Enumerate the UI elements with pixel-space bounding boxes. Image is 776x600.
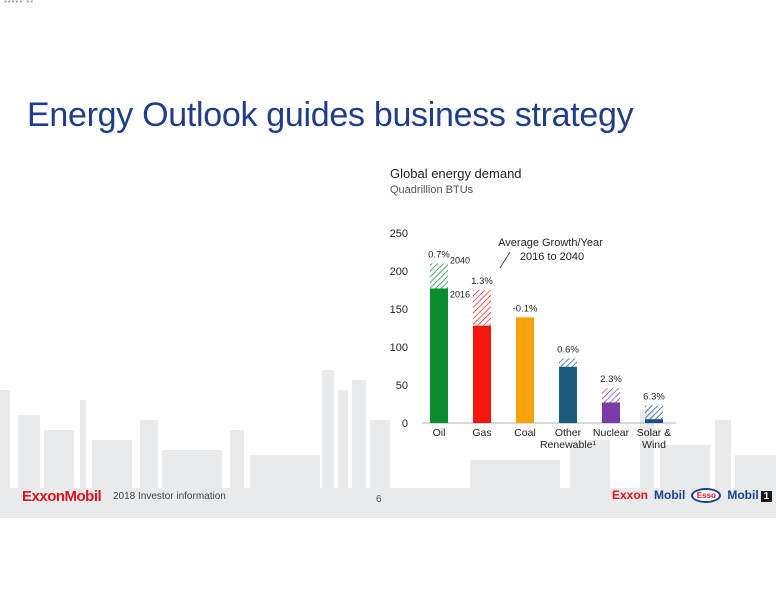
bar-2016-4	[602, 402, 620, 423]
mobil-logo: Mobil	[654, 488, 686, 502]
bars	[430, 263, 663, 423]
page-number: 6	[376, 494, 382, 505]
mobil1-logo-number: 1	[760, 491, 773, 502]
slide-title: Energy Outlook guides business strategy	[27, 96, 634, 134]
bar-2016-5	[645, 419, 663, 423]
growth-label-1: 1.3%	[471, 276, 493, 287]
esso-logo: Esso	[691, 487, 722, 503]
annotation-pointer	[499, 251, 511, 269]
industrial-skyline-background	[0, 370, 776, 518]
chart-title: Global energy demand	[390, 166, 522, 181]
growth-label-2: -0.1%	[513, 303, 538, 314]
bar-2016-1	[473, 325, 491, 423]
category-label-5: Solar & Wind	[637, 427, 671, 451]
category-label-4: Nuclear	[593, 427, 630, 439]
y-tick-label-100: 100	[390, 342, 408, 354]
bar-2040-3	[559, 358, 577, 367]
y-tick-label-0: 0	[402, 418, 408, 430]
growth-label-0: 0.7%	[428, 249, 450, 260]
series-label-2016: 2016	[450, 289, 470, 299]
growth-label-5: 6.3%	[643, 392, 665, 403]
corner-mark: ▪▪▪▪▪ ▪▪	[4, 0, 35, 6]
bar-2016-3	[559, 366, 577, 423]
growth-labels: 0.7% 1.3% -0.1% 0.6% 2.3% 6.3%	[428, 249, 665, 402]
slide: ▪▪▪▪▪ ▪▪ Energy Outlook guides business …	[0, 0, 776, 518]
series-label-2040: 2040	[450, 255, 470, 265]
y-axis-ticks: 0 50 100 150 200 250	[390, 228, 408, 430]
category-label-2: Coal	[514, 427, 536, 439]
y-tick-label-50: 50	[396, 380, 408, 392]
bar-2016-2	[516, 317, 534, 423]
bar-2040-4	[602, 388, 620, 403]
category-label-3: Other Renewable¹	[540, 427, 597, 451]
exxonmobil-logo: ExxonMobil	[22, 488, 102, 505]
bar-2040-5	[645, 405, 663, 420]
bar-2016-0	[430, 288, 448, 423]
mobil1-logo-text: Mobil	[727, 488, 759, 502]
growth-label-4: 2.3%	[600, 374, 622, 385]
y-tick-label-200: 200	[390, 266, 408, 278]
mobil1-logo: Mobil 1	[727, 488, 773, 502]
y-tick-label-250: 250	[390, 228, 408, 240]
growth-label-3: 0.6%	[557, 344, 579, 355]
energy-demand-chart: 0 50 100 150 200 250 0.7% 1.3% -0.1% 0.6% 2.3% 6.3…	[390, 228, 676, 451]
footer-info: 2018 Investor information	[113, 491, 226, 502]
category-label-0: Oil	[433, 427, 446, 439]
bar-2040-0	[430, 263, 448, 289]
chart-subtitle: Quadrillion BTUs	[390, 184, 474, 196]
y-tick-label-150: 150	[390, 304, 408, 316]
exxon-logo: Exxon	[612, 488, 649, 502]
growth-annotation: Average Growth/Year 2016 to 2040	[498, 237, 606, 263]
brand-logos: Exxon Mobil Esso Mobil 1	[612, 486, 773, 504]
category-label-1: Gas	[472, 427, 491, 439]
bar-2040-1	[473, 290, 491, 326]
